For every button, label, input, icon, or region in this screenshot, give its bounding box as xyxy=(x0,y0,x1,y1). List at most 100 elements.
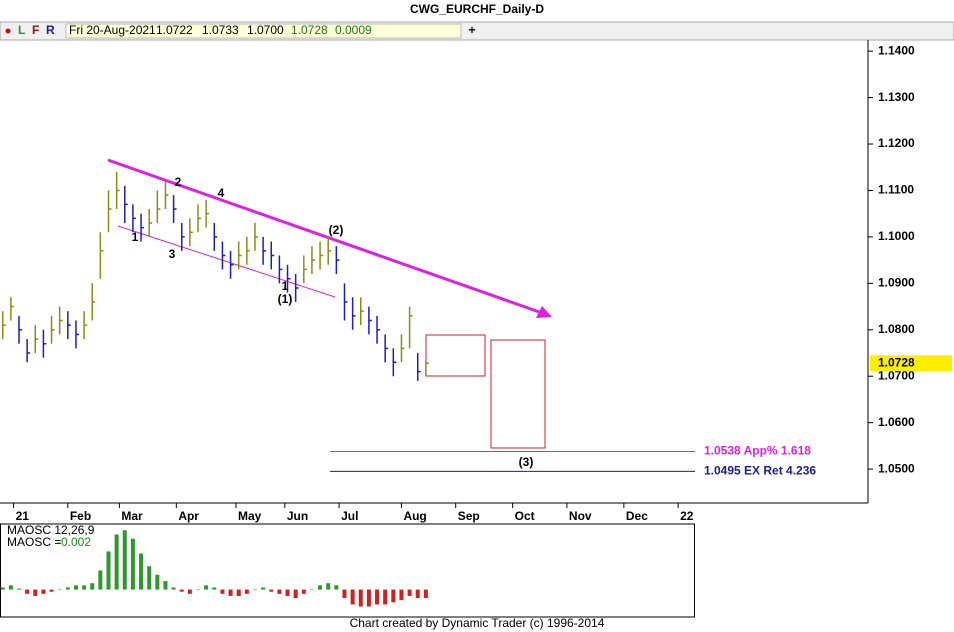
x-tick-label: Jun xyxy=(287,509,308,523)
x-tick-label: 22 xyxy=(680,509,694,523)
wave-label: 3 xyxy=(169,247,176,261)
level-label: 1.0538 App% 1.618 xyxy=(704,444,811,458)
oscillator-bar xyxy=(90,583,95,590)
oscillator-bar xyxy=(391,589,396,603)
oscillator-bar xyxy=(0,587,5,590)
oscillator-bar xyxy=(269,589,274,592)
oscillator-bar xyxy=(114,534,119,590)
oscillator-bar xyxy=(375,589,380,605)
oscillator-bar xyxy=(220,589,225,594)
info-low: 1.0700 xyxy=(247,23,284,37)
trend-arrow xyxy=(536,306,552,318)
add-button[interactable]: + xyxy=(468,23,475,37)
oscillator-bar xyxy=(98,570,103,590)
oscillator-pane xyxy=(0,523,695,618)
x-tick-label: 21 xyxy=(16,509,30,523)
oscillator-bar xyxy=(350,589,355,605)
y-tick-label: 1.1100 xyxy=(878,183,914,197)
oscillator-bar xyxy=(179,589,184,592)
wave-label: 1 xyxy=(282,279,289,293)
oscillator-bar xyxy=(73,585,78,590)
wave-label: 4 xyxy=(218,186,225,200)
wave-label: (3) xyxy=(519,455,534,469)
toolbar-button[interactable]: R xyxy=(46,23,55,37)
oscillator-label: MAOSC = xyxy=(7,535,61,549)
oscillator-bar xyxy=(309,589,314,591)
status-dot xyxy=(5,28,11,34)
oscillator-current: -0.002 xyxy=(57,535,91,549)
oscillator-bar xyxy=(358,589,363,607)
y-tick-label: 1.1400 xyxy=(878,43,915,57)
oscillator-bar xyxy=(41,589,46,594)
x-tick-label: Dec xyxy=(626,509,648,523)
oscillator-bar xyxy=(334,585,339,590)
oscillator-bar xyxy=(318,585,323,590)
y-tick-label: 1.0700 xyxy=(878,368,915,382)
oscillator-bar xyxy=(204,585,209,590)
info-close: 1.0728 xyxy=(291,23,328,37)
oscillator-title: MAOSC 12,26,9 xyxy=(7,523,95,537)
oscillator-bar xyxy=(171,587,176,590)
oscillator-bar xyxy=(407,589,412,596)
oscillator-bar xyxy=(130,538,135,590)
y-tick-label: 1.1200 xyxy=(878,136,915,150)
chart-title: CWG_EURCHF_Daily-D xyxy=(410,2,544,16)
channel-line xyxy=(117,225,336,298)
oscillator-bar xyxy=(293,589,298,599)
oscillator-bar xyxy=(163,581,168,590)
oscillator-bar xyxy=(423,589,428,599)
x-tick-label: Apr xyxy=(178,509,199,523)
oscillator-bar xyxy=(25,589,30,594)
y-tick-label: 1.1000 xyxy=(878,229,915,243)
oscillator-bar xyxy=(147,566,152,590)
y-tick-label: 1.1300 xyxy=(878,90,915,104)
wave-label: (1) xyxy=(278,292,293,306)
oscillator-bar xyxy=(261,587,266,590)
level-label: 1.0495 EX Ret 4.236 xyxy=(704,464,816,478)
oscillator-bar xyxy=(366,589,371,607)
wave-label: 1 xyxy=(132,230,139,244)
oscillator-bar xyxy=(244,589,249,594)
oscillator-bar xyxy=(122,530,127,590)
x-tick-label: Aug xyxy=(403,509,426,523)
oscillator-bar xyxy=(399,589,404,601)
y-tick-label: 1.0900 xyxy=(878,276,915,290)
target-box xyxy=(490,339,546,449)
oscillator-bar xyxy=(285,589,290,596)
oscillator-bar xyxy=(326,583,331,590)
x-tick-label: Jul xyxy=(341,509,358,523)
wave-label: 2 xyxy=(175,175,182,189)
info-change: 0.0009 xyxy=(335,23,372,37)
y-tick-label: 1.0600 xyxy=(878,415,915,429)
oscillator-bar xyxy=(415,589,420,599)
oscillator-bar xyxy=(252,589,257,591)
oscillator-bar xyxy=(236,589,241,596)
oscillator-bar xyxy=(212,587,217,590)
last-price-label: 1.0728 xyxy=(878,355,915,369)
oscillator-bar xyxy=(8,585,13,590)
x-tick-label: Sep xyxy=(458,509,480,523)
info-box xyxy=(65,23,462,39)
wave-label: (2) xyxy=(329,223,344,237)
x-tick-label: Nov xyxy=(569,509,592,523)
oscillator-bar xyxy=(65,587,70,590)
info-high: 1.0733 xyxy=(202,23,239,37)
oscillator-bar xyxy=(228,589,233,596)
x-tick-label: Oct xyxy=(515,509,535,523)
oscillator-bar xyxy=(383,589,388,605)
oscillator-bar xyxy=(33,589,38,596)
toolbar-button[interactable]: L xyxy=(18,23,25,37)
x-tick-label: May xyxy=(238,509,262,523)
oscillator-bar xyxy=(57,589,62,591)
info-open: 1.0722 xyxy=(156,23,193,37)
last-price-box xyxy=(870,355,952,372)
oscillator-bar xyxy=(342,589,347,599)
oscillator-bar xyxy=(155,574,160,590)
oscillator-bar xyxy=(16,588,21,590)
footer: Chart created by Dynamic Trader (c) 1996… xyxy=(350,616,605,630)
info-date: Fri 20-Aug-2021 xyxy=(69,23,156,37)
toolbar-button[interactable]: F xyxy=(32,23,39,37)
oscillator-bar xyxy=(187,589,192,594)
